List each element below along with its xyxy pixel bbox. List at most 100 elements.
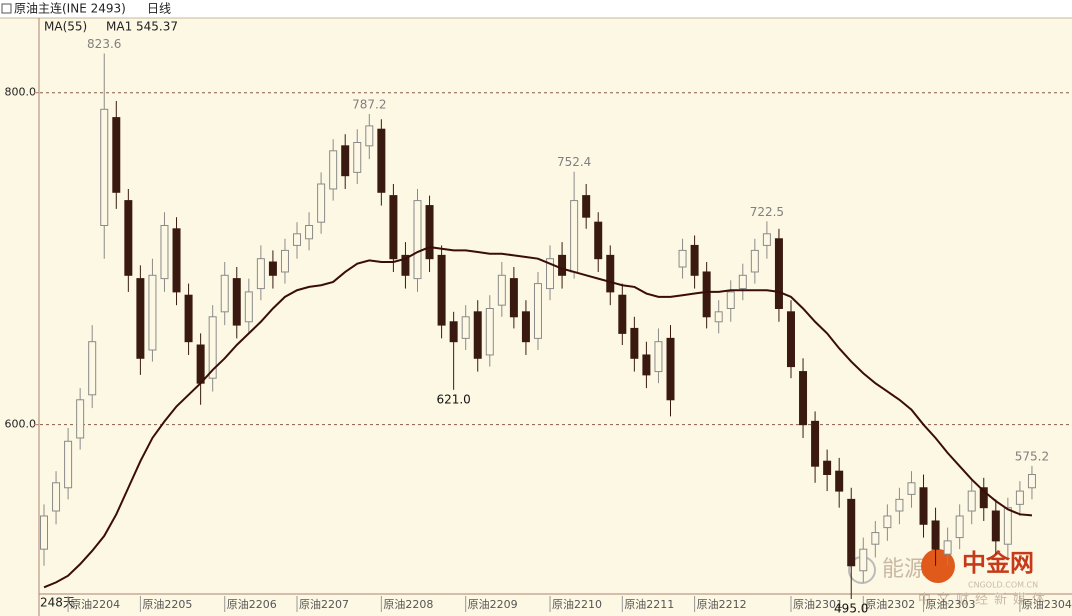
candle-body [413, 200, 422, 280]
candle-body [268, 261, 277, 276]
candle-body [943, 540, 952, 555]
candle-body [509, 278, 518, 318]
indicator[interactable]: MA(55) [44, 20, 87, 34]
candle-body [618, 294, 627, 334]
watermark-text: 中文财经新媒体 [918, 592, 1051, 608]
x-tick-label: 原油2210 [552, 597, 602, 611]
candle-body [148, 274, 157, 351]
candle-body [570, 200, 579, 273]
candle-body [88, 341, 97, 396]
candle-body [425, 205, 434, 260]
candle-body [208, 316, 217, 379]
header-bar [0, 0, 1072, 18]
candle-body [497, 274, 506, 306]
candle-body [847, 498, 856, 567]
candle-body [244, 291, 253, 323]
x-tick-label: 原油2304 [1022, 597, 1072, 611]
candle-body [690, 244, 699, 276]
extreme-label: 495.0 [834, 601, 868, 615]
y-tick-label: 800.0 [5, 86, 37, 99]
candle-body [762, 233, 771, 246]
x-tick-label: 原油2208 [383, 597, 433, 611]
candle-body [461, 316, 470, 339]
candle-body [967, 490, 976, 512]
x-tick-label: 原油2211 [624, 597, 674, 611]
candle-body [594, 221, 603, 260]
candle-body [835, 470, 844, 492]
candle-body [558, 254, 567, 276]
x-tick-label: 原油2301 [793, 597, 843, 611]
candle-body [811, 420, 820, 467]
extreme-label: 787.2 [352, 97, 386, 111]
candle-body [317, 183, 326, 223]
candle-body [473, 311, 482, 359]
ma-value: MA1 545.37 [106, 20, 178, 34]
candle-body [1015, 490, 1024, 505]
candle-body [232, 278, 241, 326]
candle-body [389, 195, 398, 260]
candle-body [546, 258, 555, 290]
watermark-text: 中金网 [962, 549, 1034, 577]
candle-body [124, 200, 133, 276]
candle-body [112, 117, 121, 193]
watermark-text: 能源 [882, 557, 926, 582]
candle-body [979, 487, 988, 509]
candle-body [256, 258, 265, 290]
candle-body [750, 249, 759, 273]
candle-body [485, 307, 494, 356]
candle-body [991, 510, 1000, 542]
candle-body [1027, 473, 1036, 489]
watermark-logo [921, 549, 955, 583]
candle-body [40, 515, 48, 550]
candle-body [786, 311, 795, 368]
candle-body [76, 399, 85, 439]
candle-body [220, 274, 229, 313]
candle-body [449, 321, 458, 343]
candle-body [196, 344, 205, 384]
candle-body [919, 487, 928, 525]
watermark: 能源 中金网 CNGOLD.COM.CN 中文财经新媒体 [848, 549, 1051, 608]
period[interactable]: 日线 [147, 2, 171, 16]
watermark-text: CNGOLD.COM.CN [968, 581, 1038, 590]
menu-icon[interactable] [1, 3, 12, 14]
extreme-label: 575.2 [1015, 449, 1049, 463]
candle-body [738, 274, 747, 290]
candle-body [774, 238, 783, 309]
candle-body [714, 311, 723, 323]
candle-body [184, 294, 193, 343]
candle-body [895, 498, 904, 512]
candle-body [280, 249, 289, 273]
candle-body [642, 354, 651, 376]
candle-body [871, 532, 880, 545]
candle-body [654, 341, 663, 373]
candle-body [823, 460, 832, 475]
x-tick-label: 原油2204 [70, 597, 120, 611]
x-tick-label: 原油2212 [697, 597, 747, 611]
candle-body [907, 482, 916, 495]
candle-body [100, 108, 109, 226]
extreme-label: 621.0 [436, 392, 470, 406]
candle-body [305, 224, 314, 240]
candle-body [678, 249, 687, 268]
candle-body [955, 515, 964, 539]
candle-body [136, 278, 145, 359]
candle-body [172, 228, 181, 293]
candle-body [401, 254, 410, 276]
candle-body [702, 271, 711, 318]
candle-body [521, 311, 530, 343]
candle-body [582, 195, 591, 218]
chart-title: 原油主连(INE 2493) [14, 1, 126, 16]
x-tick-label: 原油2303 [926, 597, 976, 611]
candle-body [365, 125, 374, 147]
candle-body [293, 233, 302, 246]
days-label: 248天 [40, 596, 75, 610]
x-tick-label: 原油2206 [227, 597, 277, 611]
candle-body [52, 482, 61, 512]
candle-body [329, 150, 338, 190]
x-tick-label: 原油2207 [299, 597, 349, 611]
candle-body [341, 145, 350, 177]
extreme-label: 823.6 [87, 37, 121, 51]
x-tick-label: 原油2205 [142, 597, 192, 611]
extreme-label: 722.5 [750, 205, 784, 219]
